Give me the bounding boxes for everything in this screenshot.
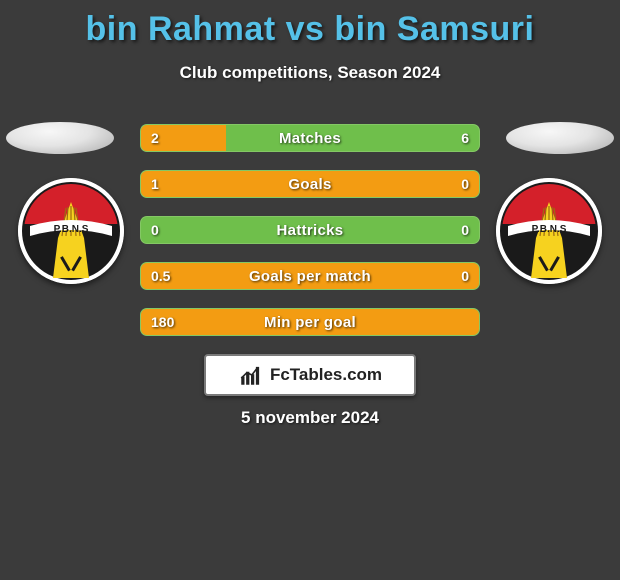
bar-label: Goals per match: [141, 263, 479, 289]
player-left-club-badge: P.B.N.S: [18, 178, 124, 284]
club-badge-icon: P.B.N.S: [18, 178, 124, 284]
player-right-club-badge: P.B.N.S: [496, 178, 602, 284]
date-line: 5 november 2024: [0, 408, 620, 428]
svg-text:P.B.N.S: P.B.N.S: [532, 224, 567, 235]
stat-bar: 00Hattricks: [140, 216, 480, 244]
bar-label: Hattricks: [141, 217, 479, 243]
page-title: bin Rahmat vs bin Samsuri: [0, 0, 620, 49]
player-right-head-placeholder: [506, 122, 614, 154]
svg-text:P.B.N.S: P.B.N.S: [54, 224, 89, 235]
stat-bar: 180Min per goal: [140, 308, 480, 336]
fctables-logo[interactable]: FcTables.com: [204, 354, 416, 396]
stat-bar: 0.50Goals per match: [140, 262, 480, 290]
player-left-head-placeholder: [6, 122, 114, 154]
subtitle: Club competitions, Season 2024: [0, 63, 620, 83]
comparison-bars: 26Matches 10Goals 00Hattricks 0.50Goals per…: [140, 124, 480, 354]
club-badge-icon: P.B.N.S: [496, 178, 602, 284]
stat-bar: 26Matches: [140, 124, 480, 152]
logo-text: FcTables.com: [270, 365, 382, 385]
bar-label: Min per goal: [141, 309, 479, 335]
stat-bar: 10Goals: [140, 170, 480, 198]
chart-bars-icon: [238, 362, 264, 388]
bar-label: Matches: [141, 125, 479, 151]
bar-label: Goals: [141, 171, 479, 197]
